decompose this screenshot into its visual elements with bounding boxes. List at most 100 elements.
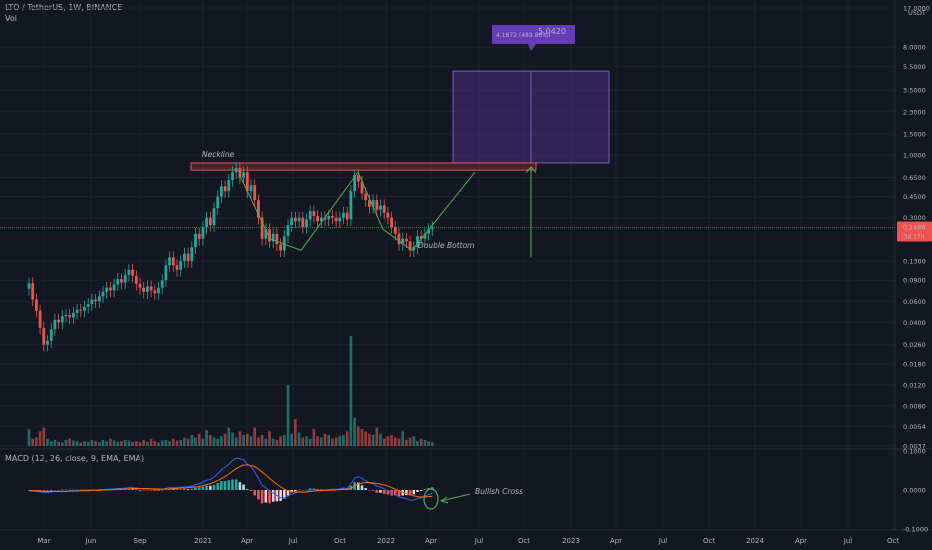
candle-body <box>186 253 190 262</box>
volume-bar <box>301 437 305 446</box>
macd-histogram-bar <box>382 490 386 494</box>
candle-body <box>171 257 175 266</box>
candle-body <box>60 316 64 323</box>
macd-histogram-bar <box>220 481 223 490</box>
candle-body <box>397 233 401 245</box>
price-tick-label: 17.0000 <box>903 5 930 13</box>
candle-body <box>220 186 223 197</box>
macd-histogram-bar <box>175 489 179 490</box>
candle-body <box>49 329 53 341</box>
macd-histogram-bar <box>301 490 305 491</box>
macd-histogram-bar <box>194 487 197 490</box>
volume-bar <box>94 441 97 446</box>
price-tick-label: 8.0000 <box>903 44 926 52</box>
macd-histogram-bar <box>423 489 427 490</box>
volume-bar <box>83 441 86 446</box>
volume-bar <box>183 437 186 446</box>
volume-bar <box>397 438 401 446</box>
target-change-label: 4.1872 (489.86%) <box>496 32 550 39</box>
volume-bar <box>334 437 338 446</box>
volume-bar <box>116 441 120 446</box>
time-axis-label: Oct <box>887 537 899 545</box>
candle-body <box>208 217 212 226</box>
volume-bar <box>49 441 53 446</box>
macd-histogram-bar <box>127 488 131 490</box>
volume-bar <box>101 439 105 446</box>
candle-body <box>390 217 393 228</box>
price-tick-label: 0.0080 <box>903 402 926 410</box>
macd-histogram-bar <box>190 488 194 490</box>
volume-bar <box>61 442 64 446</box>
candle-body <box>375 200 379 210</box>
volume-bar <box>86 441 90 446</box>
macd-histogram-bar <box>223 481 227 490</box>
volume-bar <box>242 435 245 446</box>
volume-bar <box>105 441 108 446</box>
macd-histogram-bar <box>149 490 153 491</box>
macd-histogram-bar <box>72 489 75 491</box>
candle-body <box>286 225 290 237</box>
macd-histogram-bar <box>83 489 86 491</box>
volume-bar <box>323 433 327 446</box>
volume-bar <box>412 436 416 446</box>
candle-body <box>109 287 112 291</box>
candle-body <box>142 287 146 292</box>
candle-body <box>368 200 371 207</box>
current-price-label: 0.2486 <box>903 223 926 231</box>
macd-histogram-bar <box>216 482 219 490</box>
candle-body <box>264 229 268 239</box>
macd-histogram-bar <box>61 489 64 491</box>
double-bottom-label: Double Bottom <box>418 241 474 250</box>
candle-body <box>57 319 60 323</box>
volume-bar <box>109 438 112 446</box>
macd-histogram-bar <box>305 489 308 491</box>
macd-histogram-bar <box>86 489 90 491</box>
macd-histogram-bar <box>238 482 242 490</box>
currency-label: USDT <box>908 9 926 17</box>
price-tick-label: 0.4500 <box>903 193 926 201</box>
volume-bar <box>390 435 393 446</box>
candle-body <box>101 291 105 297</box>
volume-bar <box>72 440 75 446</box>
macd-histogram-bar <box>364 488 367 490</box>
candle-body <box>301 217 305 228</box>
volume-label[interactable]: Vol <box>5 14 17 23</box>
macd-histogram-bar <box>412 490 416 495</box>
macd-histogram-bar <box>42 490 46 491</box>
volume-bar <box>146 441 149 446</box>
target-price-label: 5.0420 <box>538 27 566 36</box>
measured-move-arrowhead <box>525 165 537 174</box>
candle-body <box>319 217 323 222</box>
candle-body <box>430 227 434 230</box>
macd-histogram-bar <box>135 489 138 491</box>
candle-body <box>72 312 75 318</box>
volume-bar <box>338 436 342 446</box>
candle-body <box>253 185 257 201</box>
candle-body <box>393 227 397 234</box>
volume-bar <box>271 438 275 446</box>
signal-line <box>28 464 433 498</box>
volume-bar <box>238 431 242 446</box>
macd-histogram-bar <box>386 490 390 495</box>
candle-body <box>305 219 308 228</box>
time-axis-label: Jul <box>474 537 484 545</box>
time-axis-label: Jul <box>843 537 853 545</box>
volume-bar <box>123 439 127 446</box>
macd-label[interactable]: MACD (12, 26, close, 9, EMA, EMA) <box>5 454 145 463</box>
macd-histogram-bar <box>79 489 83 491</box>
countdown-label: 3d 17h <box>904 233 925 240</box>
candle-body <box>356 175 360 182</box>
neckline-label: Neckline <box>202 150 235 159</box>
volume-bar <box>190 435 194 446</box>
time-axis-label: Oct <box>334 537 346 545</box>
candle-body <box>271 233 275 242</box>
candle-body <box>131 269 134 276</box>
volume-bar <box>419 438 423 446</box>
volume-bar <box>131 441 134 446</box>
candle-body <box>419 236 423 239</box>
price-tick-label: 0.0400 <box>903 319 926 327</box>
macd-histogram-bar <box>186 489 190 490</box>
candle-body <box>42 327 46 345</box>
